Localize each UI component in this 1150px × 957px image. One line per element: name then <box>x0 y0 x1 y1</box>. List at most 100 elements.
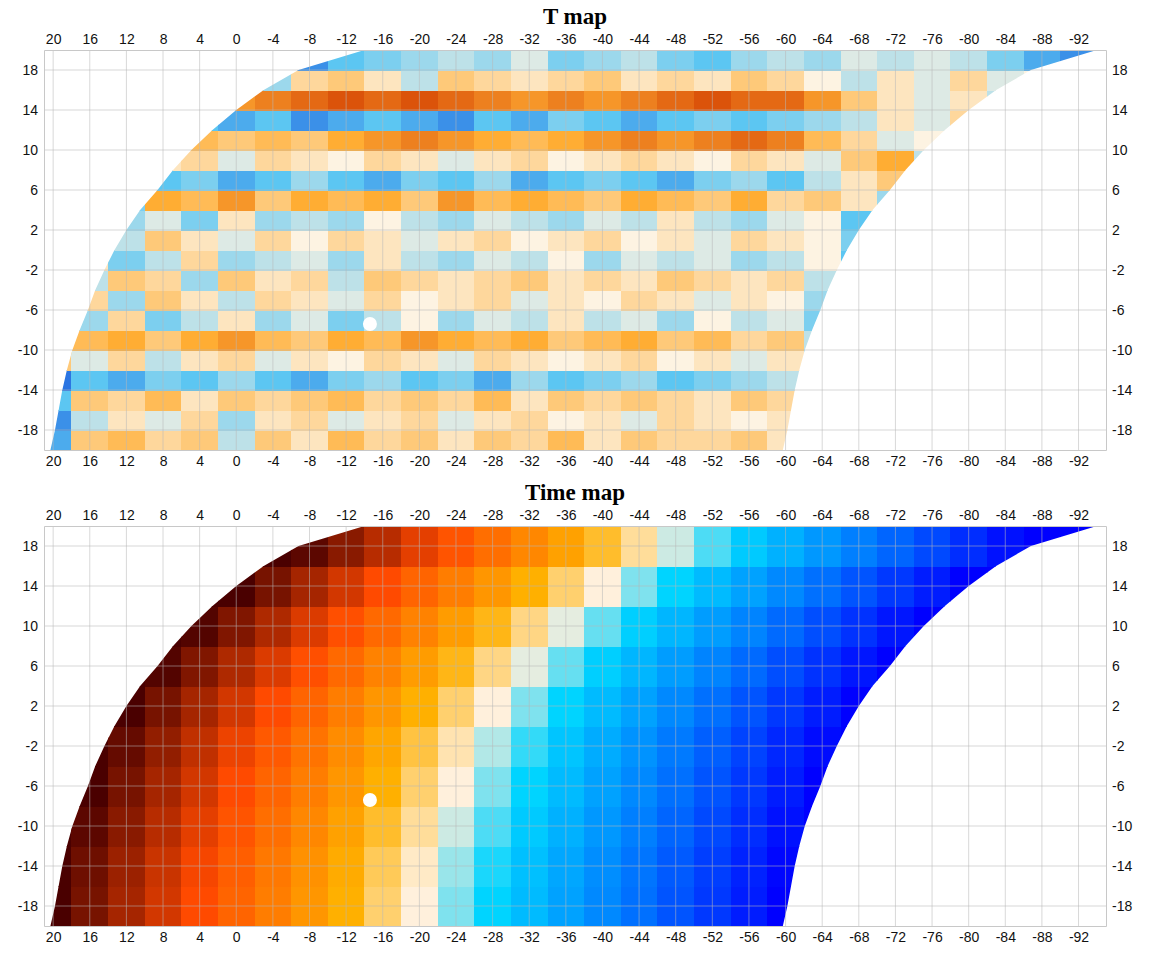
tick-label: -88 <box>1032 929 1052 945</box>
tick: 6 <box>30 182 44 198</box>
tick: -32 <box>520 450 540 469</box>
tick-label: -56 <box>739 929 759 945</box>
tick-label: -14 <box>18 858 38 874</box>
grid <box>44 526 1106 926</box>
tick-label: 4 <box>196 929 204 945</box>
grid-line <box>44 270 1106 271</box>
tick: -48 <box>666 507 686 526</box>
tick-label: -10 <box>18 342 38 358</box>
cell <box>44 350 72 371</box>
tick-label: -80 <box>959 31 979 47</box>
tick: -52 <box>703 507 723 526</box>
tick: -92 <box>1069 450 1089 469</box>
tick: -12 <box>337 450 357 469</box>
tick: -28 <box>483 31 503 50</box>
tick: -10 <box>18 818 44 834</box>
tick-label: 8 <box>160 453 168 469</box>
tick-label: -52 <box>703 929 723 945</box>
grid-line <box>44 70 1106 71</box>
tick: -68 <box>849 926 869 945</box>
tick-label: -16 <box>373 507 393 523</box>
tick-label: -88 <box>1032 31 1052 47</box>
tick: -92 <box>1069 31 1089 50</box>
tick: -28 <box>483 507 503 526</box>
tick: -72 <box>886 926 906 945</box>
tick-label: 18 <box>1112 62 1128 78</box>
tick: 8 <box>160 450 168 469</box>
plot: 201612840-4-8-12-16-20-24-28-32-36-40-44… <box>18 31 1133 469</box>
tick-label: -60 <box>776 929 796 945</box>
tick: -2 <box>26 262 44 278</box>
tick: -76 <box>922 507 942 526</box>
tick: 16 <box>82 926 98 945</box>
tick-label: -18 <box>1112 422 1132 438</box>
tick: -16 <box>373 507 393 526</box>
tick-label: 16 <box>82 929 98 945</box>
tick-label: -40 <box>593 507 613 523</box>
tick-label: 18 <box>1112 538 1128 554</box>
tick: -64 <box>813 926 833 945</box>
title: Time map <box>525 480 625 505</box>
tick: -24 <box>446 926 466 945</box>
tick: -6 <box>1106 778 1125 794</box>
tick: 2 <box>1106 222 1120 238</box>
tick-label: -18 <box>1112 898 1132 914</box>
tick-label: -28 <box>483 453 503 469</box>
tick: 4 <box>196 507 204 526</box>
tick: 6 <box>30 658 44 674</box>
y-axis-right: -18-14-10-6-226101418 <box>1106 527 1132 927</box>
tick-label: -36 <box>556 507 576 523</box>
tick-label: 20 <box>46 507 62 523</box>
axis-line <box>45 50 1107 51</box>
tick: 8 <box>160 31 168 50</box>
tick-label: -92 <box>1069 453 1089 469</box>
grid-line <box>44 190 1106 191</box>
tick-label: 14 <box>22 102 38 118</box>
tick: -32 <box>520 31 540 50</box>
tick-label: -8 <box>304 929 317 945</box>
tick-label: -28 <box>483 507 503 523</box>
tick-label: 2 <box>30 222 38 238</box>
tick: -16 <box>373 450 393 469</box>
tick: 18 <box>1106 538 1128 554</box>
tick: 12 <box>119 926 135 945</box>
tick-label: -44 <box>629 453 649 469</box>
tick: 20 <box>46 507 62 526</box>
tick: 10 <box>1106 618 1128 634</box>
tick-label: 10 <box>1112 142 1128 158</box>
tick-label: -68 <box>849 507 869 523</box>
axis-line <box>45 926 1107 927</box>
tick: -84 <box>996 926 1016 945</box>
tick: -68 <box>849 31 869 50</box>
tick-label: 10 <box>22 618 38 634</box>
tick: -64 <box>813 31 833 50</box>
figure: T map201612840-4-8-12-16-20-24-28-32-36-… <box>0 0 1150 952</box>
tick: -48 <box>666 926 686 945</box>
tick-label: -32 <box>520 929 540 945</box>
tick-label: -10 <box>18 818 38 834</box>
grid-line <box>44 586 1106 587</box>
grid-line <box>44 546 1106 547</box>
tick-label: -28 <box>483 31 503 47</box>
tick-label: -20 <box>410 507 430 523</box>
tick-label: -28 <box>483 929 503 945</box>
tick: -20 <box>410 450 430 469</box>
tick-label: -92 <box>1069 31 1089 47</box>
tick: 0 <box>233 450 241 469</box>
grid-line <box>44 826 1106 827</box>
tick-label: 20 <box>46 31 62 47</box>
tick-label: -20 <box>410 453 430 469</box>
tick-label: -56 <box>739 507 759 523</box>
tick-label: 2 <box>1112 698 1120 714</box>
tick-label: -56 <box>739 31 759 47</box>
tick-label: 10 <box>22 142 38 158</box>
tick: -92 <box>1069 507 1089 526</box>
tick: -72 <box>886 507 906 526</box>
tick-label: -68 <box>849 453 869 469</box>
tick: -28 <box>483 926 503 945</box>
tick: 14 <box>22 102 44 118</box>
root: T map201612840-4-8-12-16-20-24-28-32-36-… <box>0 0 1150 952</box>
tick: 20 <box>46 926 62 945</box>
tick-label: -68 <box>849 31 869 47</box>
tick: -6 <box>1106 302 1125 318</box>
